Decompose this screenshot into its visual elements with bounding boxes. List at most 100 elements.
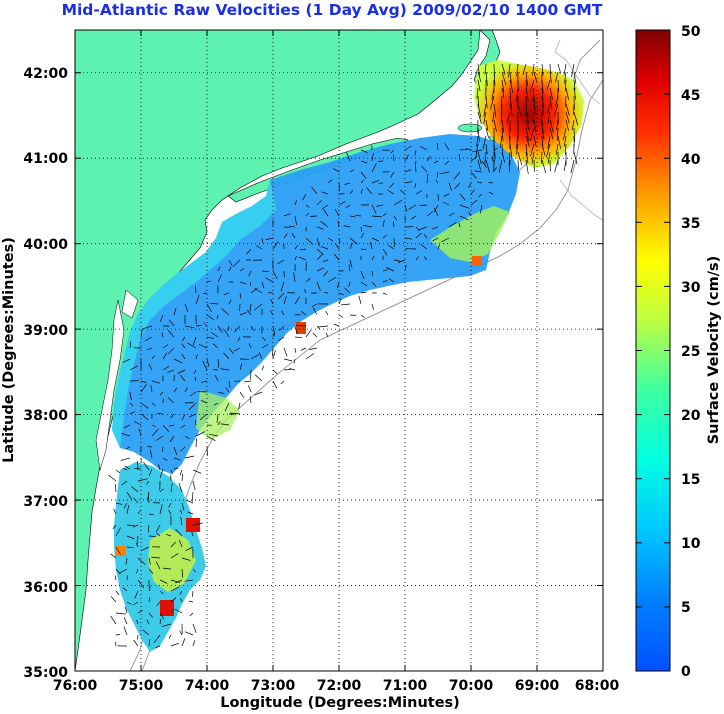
velocity-arrow: [549, 119, 554, 134]
velocity-arrow: [170, 413, 175, 419]
velocity-arrow: [133, 421, 142, 426]
velocity-arrow: [121, 480, 128, 486]
velocity-arrow: [423, 256, 428, 261]
velocity-arrow: [122, 467, 128, 471]
velocity-arrow: [234, 325, 241, 333]
velocity-arrow: [509, 143, 513, 158]
velocity-arrow: [206, 336, 214, 339]
land-mass: [75, 30, 481, 671]
velocity-arrow: [277, 259, 285, 265]
velocity-arrow: [159, 590, 164, 595]
velocity-arrow: [525, 143, 528, 157]
lon-tick-label: 74:00: [185, 678, 230, 694]
velocity-arrow: [483, 111, 487, 124]
velocity-arrow: [431, 226, 439, 230]
velocity-arrow: [159, 618, 162, 625]
velocity-arrow: [146, 480, 150, 485]
velocity-arrow: [393, 259, 401, 262]
velocity-arrow: [166, 534, 172, 537]
velocity-arrow: [162, 567, 172, 570]
velocity-arrow: [161, 332, 164, 338]
colorbar-tick-label: 20: [681, 408, 701, 424]
velocity-arrow: [181, 502, 185, 511]
velocity-arrow: [137, 634, 139, 640]
velocity-arrow: [563, 135, 567, 147]
velocity-arrow: [557, 79, 560, 92]
velocity-arrow: [553, 103, 559, 117]
velocity-arrow: [294, 347, 296, 353]
velocity-arrow: [541, 87, 544, 100]
colorbar-tick-label: 35: [681, 216, 700, 232]
velocity-arrow: [239, 281, 247, 285]
velocity-arrow: [153, 634, 161, 644]
velocity-arrow: [470, 156, 478, 162]
velocity-arrow: [123, 626, 128, 636]
velocity-arrow: [459, 193, 466, 201]
velocity-arrow: [110, 615, 117, 625]
velocity-arrow: [477, 79, 481, 92]
velocity-arrow: [525, 87, 529, 101]
velocity-arrow: [421, 165, 428, 173]
velocity-arrow: [182, 336, 186, 342]
velocity-arrow: [192, 640, 196, 647]
velocity-arrow: [472, 149, 483, 153]
colorbar-tick-label: 5: [681, 600, 691, 616]
velocity-arrow: [477, 127, 480, 142]
velocity-arrow: [120, 457, 131, 461]
velocity-arrow: [206, 446, 208, 456]
velocity-arrow: [404, 237, 413, 240]
velocity-arrow: [254, 287, 263, 294]
velocity-arrow: [488, 182, 494, 184]
velocity-arrow: [525, 127, 530, 142]
velocity-arrow: [281, 310, 285, 316]
velocity-arrow: [143, 325, 153, 329]
velocity-arrow: [155, 435, 164, 441]
velocity-arrow: [173, 387, 178, 393]
velocity-arrow: [485, 143, 488, 155]
velocity-arrow: [291, 232, 296, 239]
velocity-arrow: [184, 435, 190, 440]
velocity-arrow: [404, 181, 413, 184]
velocity-arrow: [415, 226, 420, 232]
velocity-arrow: [389, 182, 395, 189]
velocity-arrow: [300, 347, 307, 351]
velocity-arrow: [151, 556, 161, 559]
velocity-arrow: [565, 87, 570, 101]
velocity-arrow: [151, 355, 155, 360]
lat-tick-label: 36:00: [23, 580, 68, 596]
velocity-arrow: [115, 502, 123, 505]
velocity-arrow: [305, 204, 310, 208]
velocity-arrow: [565, 119, 569, 131]
velocity-arrow: [192, 469, 202, 474]
velocity-arrow: [220, 423, 230, 426]
velocity-arrow: [419, 204, 428, 206]
velocity-arrow: [179, 509, 183, 515]
velocity-patch: [160, 600, 174, 616]
velocity-arrow: [248, 343, 252, 349]
velocity-arrow: [516, 87, 519, 102]
velocity-arrow: [333, 323, 340, 327]
velocity-arrow: [272, 270, 278, 280]
velocity-arrow: [360, 314, 365, 318]
velocity-arrow: [437, 244, 440, 250]
velocity-arrow: [501, 151, 506, 163]
velocity-arrow: [169, 319, 175, 327]
velocity-arrow: [144, 336, 153, 342]
velocity-arrow: [173, 446, 178, 456]
velocity-arrow: [426, 155, 431, 162]
velocity-arrow: [516, 63, 519, 77]
velocity-arrow: [525, 111, 530, 125]
velocity-arrow: [501, 63, 506, 75]
velocity-arrow: [334, 243, 340, 250]
velocity-arrow: [136, 619, 139, 625]
velocity-arrow: [546, 143, 551, 158]
velocity-arrow: [228, 266, 232, 272]
velocity-arrow: [133, 639, 139, 647]
velocity-arrow: [338, 292, 345, 296]
velocity-arrow: [530, 143, 535, 157]
velocity-arrow: [184, 631, 194, 636]
velocity-arrow: [181, 638, 186, 647]
velocity-arrow: [189, 391, 197, 397]
velocity-arrow: [540, 111, 543, 126]
